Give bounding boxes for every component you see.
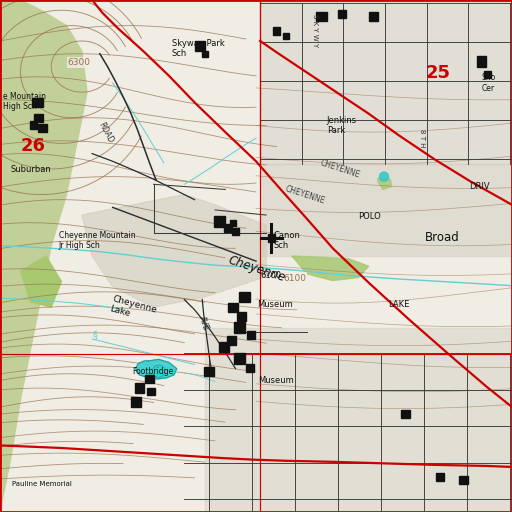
Bar	[459, 476, 468, 484]
Text: Suburban: Suburban	[10, 165, 51, 175]
Text: 26: 26	[21, 137, 46, 155]
Bar	[436, 473, 444, 481]
Bar	[147, 388, 155, 395]
Bar	[401, 410, 410, 418]
Polygon shape	[136, 359, 177, 379]
Bar	[260, 164, 512, 256]
Text: 8 T H: 8 T H	[419, 129, 425, 147]
Bar	[239, 292, 250, 302]
Bar	[237, 312, 246, 321]
Bar	[131, 397, 141, 407]
Bar	[338, 10, 346, 18]
Text: 6100: 6100	[260, 271, 281, 280]
Circle shape	[153, 365, 165, 377]
Text: Cheyenne
Lake: Cheyenne Lake	[109, 294, 158, 325]
Bar	[205, 328, 512, 512]
Text: Museum: Museum	[258, 300, 293, 309]
Polygon shape	[0, 0, 87, 512]
Text: Pauline Memorial: Pauline Memorial	[12, 481, 72, 487]
Text: e Mountain
High Sch: e Mountain High Sch	[3, 92, 46, 111]
Text: S K Y W Y: S K Y W Y	[312, 14, 318, 47]
Bar	[234, 322, 245, 333]
Bar	[230, 220, 236, 226]
Bar	[227, 336, 236, 345]
Bar	[246, 364, 254, 372]
Bar	[316, 12, 327, 21]
Text: Skyway Park
Sch: Skyway Park Sch	[172, 39, 224, 58]
Bar	[273, 27, 281, 35]
Polygon shape	[82, 195, 266, 307]
Bar	[32, 98, 43, 107]
Bar	[30, 121, 37, 129]
Text: §: §	[92, 330, 97, 340]
Bar	[145, 375, 154, 383]
Bar	[283, 33, 289, 39]
Text: 6300: 6300	[68, 58, 91, 67]
Text: Broad: Broad	[425, 230, 460, 244]
Bar	[232, 228, 239, 235]
Text: Cheyenne: Cheyenne	[226, 253, 287, 284]
Bar	[247, 331, 255, 339]
Text: POLO: POLO	[358, 211, 381, 221]
Bar	[135, 383, 144, 393]
Text: 6100: 6100	[283, 273, 306, 283]
Polygon shape	[20, 256, 61, 307]
Bar	[214, 216, 225, 227]
Text: LAKE: LAKE	[388, 300, 410, 309]
Bar	[34, 114, 43, 122]
Circle shape	[379, 172, 389, 181]
Bar	[224, 224, 232, 232]
Text: ROAD: ROAD	[97, 121, 115, 145]
Bar	[484, 71, 491, 78]
Bar	[477, 56, 486, 67]
Bar	[369, 12, 378, 21]
Bar	[195, 41, 205, 51]
Text: CHEYENNE: CHEYENNE	[319, 158, 361, 180]
Polygon shape	[292, 256, 369, 281]
Bar	[38, 124, 47, 132]
Text: CHEYENNE: CHEYENNE	[284, 184, 326, 205]
Bar	[219, 342, 229, 352]
Text: Footbridge: Footbridge	[132, 367, 174, 376]
Text: Jenkins
Park: Jenkins Park	[327, 116, 357, 135]
Bar	[260, 0, 512, 164]
Bar	[268, 234, 275, 242]
Bar	[204, 367, 214, 376]
Text: Museum: Museum	[258, 376, 294, 386]
Text: DRIV: DRIV	[469, 182, 489, 191]
Text: Sho
Cer: Sho Cer	[481, 73, 496, 93]
Text: 25: 25	[425, 63, 450, 82]
Bar	[234, 353, 245, 364]
Text: Canon
Sch: Canon Sch	[274, 231, 301, 250]
Text: AVE: AVE	[197, 315, 210, 332]
Text: Cheyenne Mountain
Jr High Sch: Cheyenne Mountain Jr High Sch	[59, 231, 136, 250]
Bar	[228, 303, 238, 312]
Bar	[202, 51, 208, 57]
Polygon shape	[378, 178, 392, 189]
